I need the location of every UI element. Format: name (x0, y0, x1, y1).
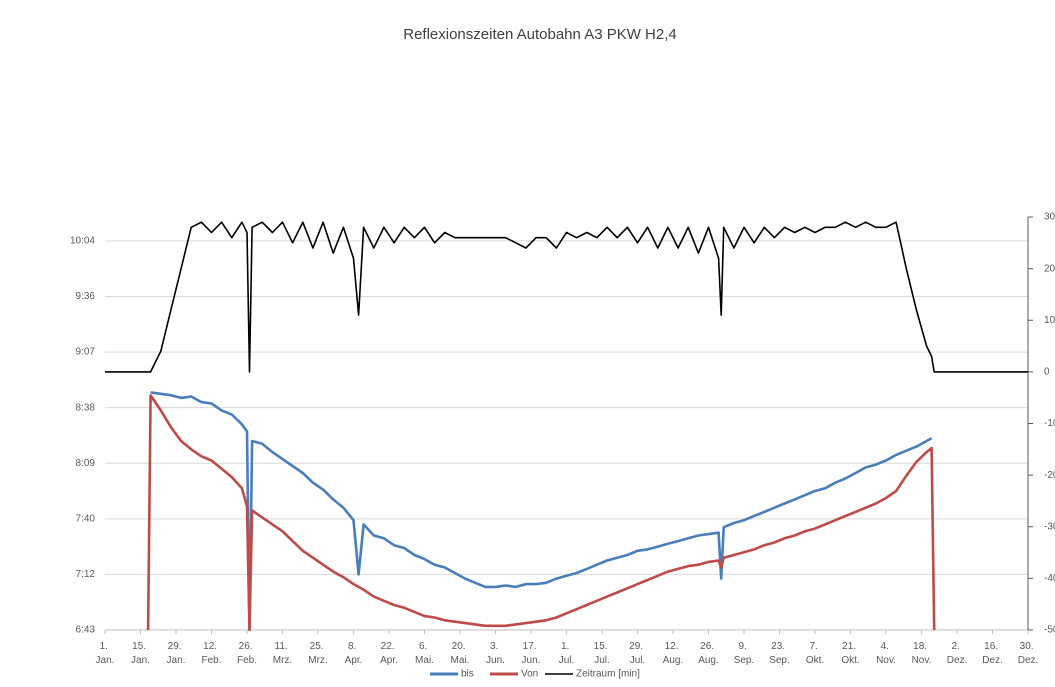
y2-tick-label: -10 (1044, 418, 1055, 429)
x-tick-label: 26. Feb. (237, 641, 257, 666)
y2-tick-label: -50 (1044, 625, 1055, 636)
x-tick-label: 29. Jan. (167, 641, 186, 666)
series-line (150, 391, 933, 631)
x-tick-label: 25. Mrz. (308, 641, 327, 666)
x-tick-label: 8. Apr. (345, 641, 363, 666)
x-tick-label: 6. Mai. (415, 641, 434, 666)
x-tick-label: 18. Nov. (912, 641, 932, 666)
y2-tick-label: 30 (1044, 212, 1055, 223)
x-tick-label: 29. Jul. (629, 641, 646, 666)
x-tick-label: 9. Sep. (734, 641, 755, 666)
x-tick-label: 21. Okt. (841, 641, 859, 666)
x-tick-label: 2. Dez. (947, 641, 968, 666)
x-tick-label: 20. Mai. (451, 641, 470, 666)
y-tick-label: 7:12 (76, 569, 96, 580)
x-tick-label: 15. Jul. (594, 641, 611, 666)
legend-label: Von (521, 669, 538, 680)
x-tick-label: 15. Jan. (131, 641, 150, 666)
y2-tick-label: 10 (1044, 315, 1055, 326)
x-tick-label: 26. Aug. (698, 641, 719, 666)
legend-label: Zeitraum [min] (576, 669, 640, 680)
x-tick-label: 11. Mrz. (273, 641, 292, 666)
x-tick-label: 16. Dez. (982, 641, 1003, 666)
y2-tick-label: 20 (1044, 263, 1055, 274)
series-line (146, 394, 936, 631)
y-tick-label: 10:04 (70, 236, 95, 247)
y2-tick-label: -30 (1044, 521, 1055, 532)
x-tick-label: 1. Jul. (559, 641, 575, 666)
x-tick-label: 12. Aug. (663, 641, 684, 666)
x-tick-label: 4. Nov. (876, 641, 896, 666)
series-line (105, 221, 1028, 373)
x-tick-label: 7. Okt. (806, 641, 824, 666)
legend-label: bis (461, 669, 474, 680)
x-tick-label: 1. Jan. (96, 641, 115, 666)
x-tick-label: 3. Jun. (486, 641, 505, 666)
y-tick-label: 9:07 (76, 347, 96, 358)
plot-area (105, 221, 1028, 631)
y-tick-label: 6:43 (76, 625, 96, 636)
y-tick-label: 7:40 (76, 513, 96, 524)
y-tick-label: 8:09 (76, 458, 96, 469)
y-tick-label: 9:36 (76, 291, 96, 302)
chart-title: Reflexionszeiten Autobahn A3 PKW H2,4 (403, 26, 677, 43)
x-tick-label: 17. Jun. (522, 641, 541, 666)
x-tick-label: 23. Sep. (769, 641, 790, 666)
x-tick-label: 30. Dez. (1018, 641, 1039, 666)
y-tick-label: 8:38 (76, 402, 96, 413)
y2-tick-label: 0 (1044, 367, 1050, 378)
x-tick-label: 22. Apr. (380, 641, 398, 666)
x-tick-label: 12. Feb. (201, 641, 221, 666)
y2-tick-label: -20 (1044, 470, 1055, 481)
y2-tick-label: -40 (1044, 573, 1055, 584)
